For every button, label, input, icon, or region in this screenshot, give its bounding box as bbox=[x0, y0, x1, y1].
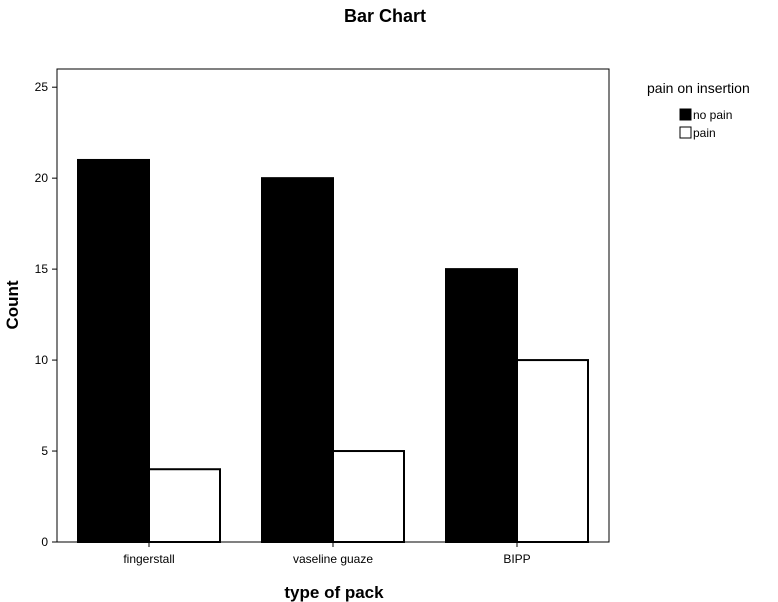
x-axis-title: type of pack bbox=[284, 583, 384, 602]
bar-no-pain-1 bbox=[261, 177, 334, 543]
bar-no-pain-0 bbox=[77, 158, 150, 543]
legend-label-pain: pain bbox=[693, 126, 716, 140]
bar-pain-0 bbox=[148, 468, 221, 544]
legend-swatch-pain bbox=[679, 126, 692, 139]
x-tick-label: vaseline guaze bbox=[293, 552, 373, 566]
bars bbox=[77, 158, 589, 544]
bar-pain-2 bbox=[516, 359, 589, 544]
y-axis-title: Count bbox=[3, 280, 22, 329]
y-axis: 0 5 10 15 20 25 bbox=[35, 80, 57, 549]
y-tick-label: 0 bbox=[41, 535, 48, 549]
legend-label-no-pain: no pain bbox=[693, 108, 732, 122]
legend-title: pain on insertion bbox=[647, 80, 750, 96]
legend-items: no pain pain bbox=[679, 108, 732, 140]
bar-no-pain-2 bbox=[445, 268, 518, 543]
x-tick-label: fingerstall bbox=[123, 552, 174, 566]
y-tick-label: 5 bbox=[41, 444, 48, 458]
x-axis: fingerstall vaseline guaze BIPP bbox=[123, 542, 531, 566]
chart-title: Bar Chart bbox=[344, 6, 426, 26]
y-tick-label: 20 bbox=[35, 171, 49, 185]
legend: pain on insertion no pain pain bbox=[647, 80, 750, 140]
y-tick-label: 25 bbox=[35, 80, 49, 94]
bar-pain-1 bbox=[332, 450, 405, 543]
y-tick-label: 15 bbox=[35, 262, 49, 276]
x-tick-label: BIPP bbox=[503, 552, 530, 566]
legend-swatch-no-pain bbox=[679, 108, 692, 121]
y-tick-label: 10 bbox=[35, 353, 49, 367]
